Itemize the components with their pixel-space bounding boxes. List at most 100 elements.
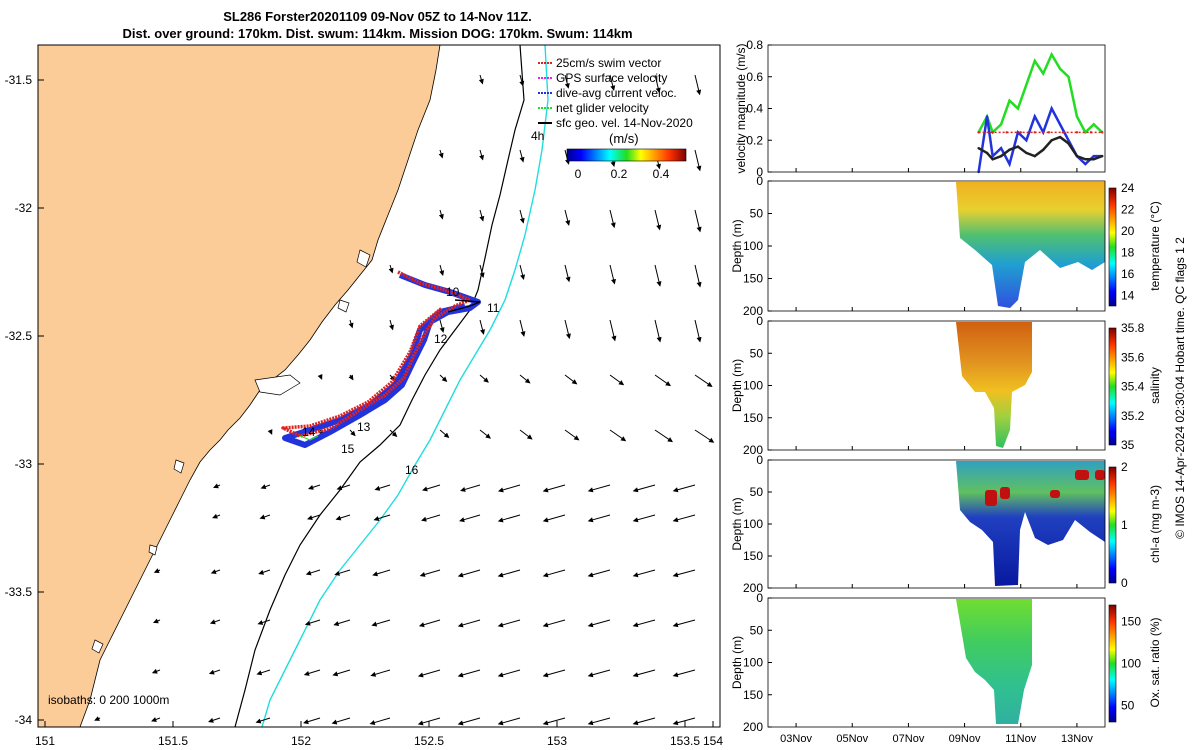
map-frame [37,44,721,728]
velocity-vector-head [672,517,679,523]
y-tick-label: 0 [756,591,763,605]
velocity-vector-head [656,281,662,287]
map-x-tick-label: 152 [291,734,311,748]
velocity-vector-head [610,85,616,92]
velocity-vector-head [696,281,702,288]
map-y-tick-label: -33.5 [5,585,33,599]
y-tick-label: 100 [743,379,763,393]
velocity-vector-head [587,672,594,678]
velocity-vector-head [421,516,427,522]
y-tick-label: 50 [750,346,764,360]
y-tick-label: 200 [743,443,763,457]
velocity-vector-head [620,436,627,442]
coastal-lakes [91,249,371,654]
chl-patch [1075,470,1089,480]
velocity-vector-head [696,336,702,343]
series-point [1008,162,1011,166]
series-point [1067,142,1070,145]
colorbar-tick: 18 [1121,245,1135,259]
title-line-2: Dist. over ground: 170km. Dist. swum: 11… [122,26,633,41]
velocity-vector-head [334,570,341,576]
velocity-vector-head [419,572,426,577]
series-point [1067,75,1070,78]
colorbar-tick: 22 [1121,202,1135,216]
velocity-vector-head [656,224,662,231]
velocity-vector-head [333,621,340,626]
y-tick-label: 0.2 [746,133,763,147]
legend-item: dive-avg current veloc. [556,86,677,100]
series-point [1075,115,1079,118]
y-axis-label: Depth (m) [730,636,744,689]
velocity-vector-head [439,270,445,277]
dive-avg-current-track [282,272,481,448]
y-tick-label: 100 [743,517,763,531]
hour-label: 4h [531,129,544,143]
velocity-vector-head [94,716,100,721]
y-axis-label: Depth (m) [730,497,744,550]
velocity-vector-head [209,619,216,625]
velocity-vector-head [388,267,394,274]
swim-vector-track [281,270,472,438]
y-tick-label: 50 [750,485,764,499]
series-line [978,135,1103,161]
series-point [1016,131,1020,134]
colorbar-tick: 16 [1121,267,1135,281]
time-tick-label: 11Nov [1005,733,1036,745]
glider-heading-line [447,299,481,313]
y-tick-label: 0 [756,453,763,467]
colorbar-label: chl-a (mg m-3) [1148,485,1162,563]
velocity-vector-head [303,719,309,725]
colorbar [1108,466,1117,584]
y-tick-label: 0.6 [746,70,763,84]
y-tick-label: 150 [743,549,763,563]
legend-item: GPS surface velocity [556,71,667,85]
time-tick-label: 13Nov [1061,733,1093,745]
day-label: 16 [405,463,419,477]
colorbar-tick: 100 [1121,657,1141,671]
series-line [977,105,1103,173]
map-y-tick-label: -32 [15,201,33,215]
y-axis-label: velocity magnitude (m/s) [734,43,748,173]
section-heatmap [956,599,1032,724]
velocity-vector-head [153,568,160,573]
series-point [1042,148,1045,151]
velocity-vector-head [632,572,639,578]
velocity-vector-head [542,517,549,523]
chart-title: SL286 Forster20201109 09-Nov 05Z to 14-N… [0,8,755,42]
velocity-vector-head [485,433,491,439]
colorbar-tick: 150 [1121,615,1141,629]
velocity-vector-head [151,717,157,722]
velocity-vector-head [587,720,594,726]
series-point [1025,83,1028,86]
velocity-vector-head [542,572,549,578]
velocity-vector-head [565,220,571,226]
series-point [1061,131,1065,134]
y-axis-label: Depth (m) [730,219,744,272]
colorbar-label: salinity [1148,367,1162,404]
velocity-vector-head [348,322,354,329]
section-panel: 0 50 100 150 200 Depth (m) 50 100 150 Ox. sat. ra… [730,591,1162,734]
velocity-vector-head [618,380,625,386]
velocity-vector-head [369,720,376,725]
series-point [1050,139,1053,142]
velocity-vector-head [497,517,504,523]
colorbar-label: temperature (°C) [1148,201,1162,291]
colorbar-tick: 2 [1121,460,1128,474]
colorbar [1108,187,1117,307]
velocity-vector-head [212,513,218,519]
colorbar [1108,604,1117,723]
series-point [1019,131,1022,134]
map-x-tick-label: 154 [703,734,723,748]
series-point [1033,115,1036,118]
velocity-vector-head [208,669,215,675]
velocity-vector-head [480,329,485,335]
velocity-vector-head [696,226,702,233]
y-tick-label: 100 [743,239,763,253]
velocity-vector-head [457,720,464,726]
velocity-vector-head [672,487,679,493]
velocity-vector-head [267,429,273,435]
time-tick-label: 09Nov [949,733,981,745]
colorbar [1108,327,1117,446]
series-point [991,131,994,134]
